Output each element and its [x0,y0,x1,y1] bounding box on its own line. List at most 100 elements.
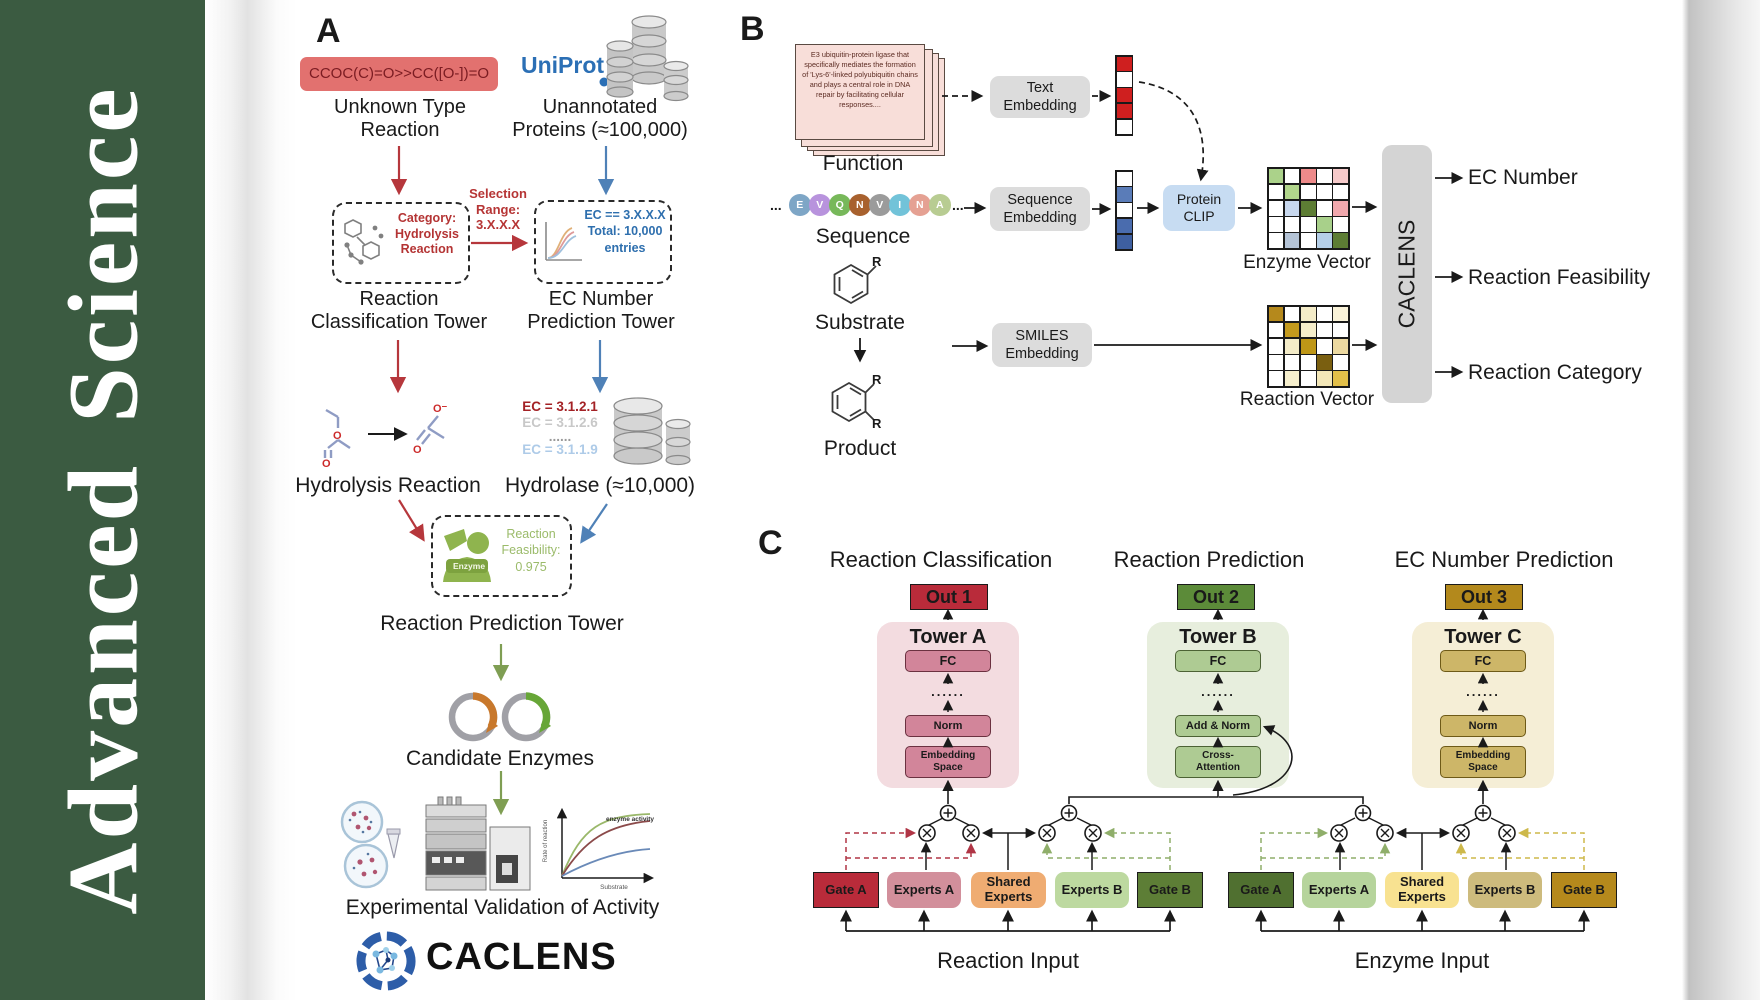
matrix-cell [1317,371,1332,386]
text-embedding-box: Text Embedding [990,76,1090,118]
matrix-cell [1300,306,1316,322]
oxygen-atom-label: O [333,430,342,442]
matrix-cell [1333,168,1348,184]
plot-annotation: enzyme activity [605,816,655,823]
database-icon [606,15,689,102]
uniprot-logo-text: UniProt [521,52,605,78]
label-line: Unannotated [542,96,658,118]
output-ec-number: EC Number [1468,166,1578,189]
smiles-embedding-box: SMILES Embedding [992,323,1092,367]
label-line: Range: [475,201,521,217]
stack-dots: ...... [931,684,965,699]
stack-dots: ...... [1466,684,1500,699]
heading-reaction-classification: Reaction Classification [829,547,1053,572]
substrate-molecule [833,263,877,305]
fc-layer: FC [905,650,991,672]
page-right-shadow [1682,0,1760,1000]
label-line: Feasibility: [501,543,561,558]
matrix-cell [1317,184,1332,200]
matrix-cell [1284,184,1300,200]
enzyme-vector-matrix [1267,167,1350,250]
enzyme-experts-b: Experts B [1468,872,1542,908]
fc-layer: FC [1175,650,1261,672]
matrix-cell [1317,355,1332,370]
plot-xlabel: Substrate [600,884,628,891]
r-group-label: R [872,372,882,387]
residue-circle: A [929,194,951,216]
fc-layer: FC [1440,650,1526,672]
norm-layer: Norm [1440,715,1526,737]
reaction-smiles-box: CCOC(C)=O>>CC([O-])=O [300,57,498,91]
hydrolase-label: Hydrolase (≈10,000) [504,474,696,497]
matrix-cell [1317,233,1332,248]
matrix-cell [1317,322,1332,338]
matrix-cell [1317,217,1332,232]
residue-circle: I [889,194,911,216]
oxygen-minus-atom-label: O⁻ [433,403,448,415]
label-line: Total: 10,000 [587,224,663,239]
ec-entry: EC = 3.1.1.9 [522,442,598,457]
embedding-space-layer: Embedding Space [905,746,991,778]
matrix-cell [1300,200,1316,216]
add-norm-layer: Add & Norm [1175,715,1261,737]
r-group-label: R [872,416,882,431]
matrix-cell [1268,355,1284,370]
label-line: 3.X.X.X [475,217,521,233]
caclens-model-bar: CACLENS [1382,145,1432,403]
matrix-cell [1116,88,1132,103]
selection-range-label: Selection Range: 3.X.X.X [462,186,534,233]
page-left-shadow [205,0,297,1000]
enzyme-input-label: Enzyme Input [1354,948,1490,973]
residue-circle: Q [829,194,851,216]
tower-c: Tower C FC ...... Norm Embedding Space [1412,622,1554,788]
reaction-shared-experts: Shared Experts [971,872,1046,908]
classification-result-box [332,202,470,284]
label-line: Hydrolysis [395,226,459,241]
ec-number-prediction-tower-label: EC Number Prediction Tower [520,288,682,334]
enzyme-vector-label: Enzyme Vector [1243,252,1371,273]
oxygen-atom-label: O [413,444,422,456]
journal-title: Advanced Science [47,85,158,915]
matrix-cell [1268,338,1284,354]
hplc-instrument-icon [425,796,531,891]
matrix-cell [1300,322,1316,338]
r-group-label: R [872,254,882,269]
caclens-bar-label: CACLENS [1393,219,1420,329]
matrix-cell [1333,306,1348,322]
matrix-cell [1116,218,1132,234]
reaction-experts-a: Experts A [887,872,961,908]
matrix-cell [1284,168,1300,184]
label-line: Space [1468,762,1498,773]
reaction-prediction-tower-label: Reaction Prediction Tower [380,612,624,635]
residue-circle: E [789,194,811,216]
category-result-label: Category: Hydrolysis Reaction [389,211,465,258]
enzyme-gate-a: Gate A [1228,872,1294,908]
label-line: Proteins (≈100,000) [512,119,688,142]
label-line: Classification Tower [310,311,488,334]
matrix-cell [1268,306,1284,322]
label-line: 0.975 [515,559,547,574]
matrix-cell [1300,233,1316,248]
oxygen-atom-label: O [322,458,331,470]
matrix-cell [1284,200,1300,216]
matrix-cell [1333,322,1348,338]
matrix-cell [1333,184,1348,200]
unknown-reaction-label: Unknown Type Reaction [318,96,482,142]
enzyme-icon [443,529,491,582]
protein-clip-box: Protein CLIP [1163,185,1235,231]
sequence-label: Sequence [815,225,911,248]
matrix-cell [1284,355,1300,370]
matrix-cell [1300,338,1316,354]
label-line: Reaction [506,527,556,541]
output-reaction-feasibility: Reaction Feasibility [1468,266,1651,289]
label-line: EC Number [548,288,654,310]
out3-box: Out 3 [1445,584,1523,610]
ec-entry: EC = 3.1.2.1 [522,399,598,414]
matrix-cell [1300,168,1316,184]
matrix-cell [1268,371,1284,386]
norm-layer: Norm [905,715,991,737]
feasibility-result-box [431,515,572,597]
label-line: Embedding [920,749,976,761]
panel-b-label: B [740,10,765,48]
